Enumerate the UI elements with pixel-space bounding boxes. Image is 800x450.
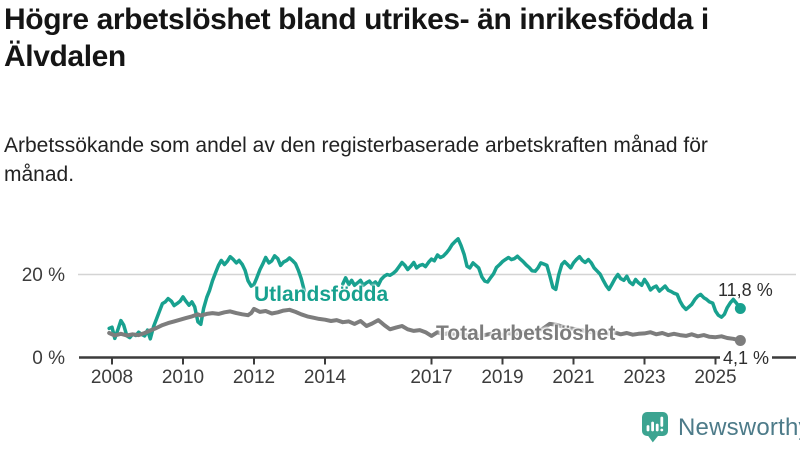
series-label-total-arbetsloshet: Total arbetslöshet <box>436 322 616 345</box>
series-line-total <box>107 306 743 343</box>
x-tick-label-2017: 2017 <box>410 367 452 388</box>
series-line-utlandsfodda <box>107 237 743 341</box>
y-tick-label-0: 0 % <box>32 348 65 369</box>
end-value-label-total: 4,1 % <box>720 348 773 369</box>
newsworthy-wordmark: Newsworthy <box>678 413 800 441</box>
x-tick-label-2012: 2012 <box>233 367 275 388</box>
series-label-utlandsfodda: Utlandsfödda <box>254 283 389 306</box>
series-end-dot-utlandsfodda <box>734 303 746 315</box>
x-tick-label-2021: 2021 <box>552 367 594 388</box>
x-tick-label-2008: 2008 <box>91 367 133 388</box>
x-tick-label-2014: 2014 <box>304 367 347 388</box>
series-end-dot-total <box>734 334 746 346</box>
end-value-label-utlandsfodda: 11,8 % <box>718 280 773 300</box>
newsworthy-barchart-bubble-icon <box>642 412 668 443</box>
x-tick-label-2023: 2023 <box>623 367 665 388</box>
chart-subtitle: Arbetssökande som andel av den registerb… <box>4 134 708 186</box>
page-title: Högre arbetslöshet bland utrikes- än inr… <box>4 3 709 73</box>
x-tick-label-2019: 2019 <box>481 367 523 388</box>
newsworthy-logo: Newsworthy <box>641 411 800 444</box>
y-tick-label-20: 20 % <box>22 265 65 286</box>
x-tick-label-2025: 2025 <box>694 367 736 388</box>
x-tick-label-2010: 2010 <box>162 367 204 388</box>
